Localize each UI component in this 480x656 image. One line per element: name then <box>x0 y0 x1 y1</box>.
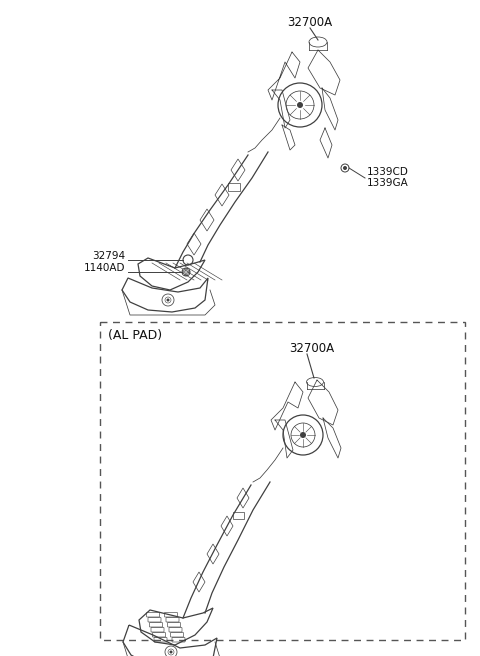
Text: (AL PAD): (AL PAD) <box>108 329 162 342</box>
Circle shape <box>182 268 190 276</box>
Text: 32794: 32794 <box>92 251 125 261</box>
Text: 32700A: 32700A <box>289 342 335 354</box>
Circle shape <box>343 166 347 170</box>
Circle shape <box>167 298 169 302</box>
Text: 1339GA: 1339GA <box>367 178 409 188</box>
Text: 1140AD: 1140AD <box>84 263 125 273</box>
Text: 1339CD: 1339CD <box>367 167 409 177</box>
Circle shape <box>169 651 172 653</box>
Bar <box>100 322 465 640</box>
Circle shape <box>297 102 303 108</box>
Circle shape <box>300 432 306 438</box>
Text: 32700A: 32700A <box>288 16 333 28</box>
